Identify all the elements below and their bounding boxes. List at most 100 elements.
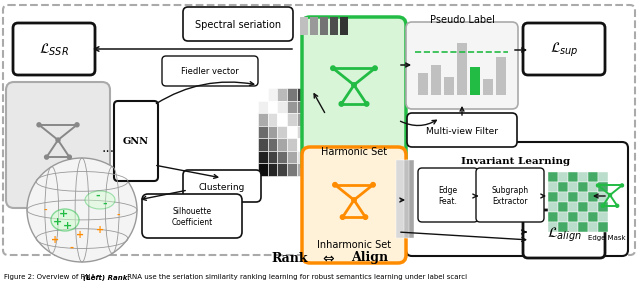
FancyBboxPatch shape <box>406 22 518 109</box>
Bar <box>568 192 578 202</box>
Bar <box>268 101 277 113</box>
Bar <box>258 164 268 176</box>
FancyBboxPatch shape <box>407 113 517 147</box>
Bar <box>307 101 316 113</box>
Text: +: + <box>58 209 68 219</box>
Text: -: - <box>96 191 100 201</box>
Bar <box>277 138 287 151</box>
Text: -: - <box>43 205 47 214</box>
Bar <box>431 65 441 95</box>
Text: Align: Align <box>351 251 388 264</box>
Bar <box>277 88 287 101</box>
Text: +: + <box>76 230 84 240</box>
Bar <box>578 172 588 182</box>
Circle shape <box>364 102 369 106</box>
Bar <box>258 88 268 101</box>
Bar <box>396 160 404 238</box>
Text: Inharmonic Set: Inharmonic Set <box>317 240 391 250</box>
Circle shape <box>352 83 356 87</box>
Bar <box>598 192 608 202</box>
Text: Harmonic Set: Harmonic Set <box>321 147 387 157</box>
Bar <box>496 57 506 95</box>
Ellipse shape <box>51 209 79 231</box>
Text: Fiedler vector: Fiedler vector <box>181 67 239 76</box>
Bar <box>268 126 277 138</box>
Ellipse shape <box>85 191 115 209</box>
Bar <box>330 17 338 35</box>
Bar <box>287 151 297 164</box>
Circle shape <box>56 138 60 142</box>
Circle shape <box>45 155 49 159</box>
Bar <box>316 101 326 113</box>
Bar <box>307 88 316 101</box>
Bar <box>578 212 588 222</box>
Text: +: + <box>96 225 104 235</box>
Circle shape <box>621 184 623 187</box>
Text: -: - <box>102 199 108 209</box>
FancyBboxPatch shape <box>523 210 605 258</box>
Text: ...: ... <box>101 141 115 155</box>
Bar <box>277 113 287 126</box>
Bar <box>307 151 316 164</box>
Bar <box>268 151 277 164</box>
Bar <box>457 43 467 95</box>
Bar <box>568 182 578 192</box>
Bar <box>470 67 480 95</box>
Text: +: + <box>51 235 59 245</box>
Text: Edge
Feat.: Edge Feat. <box>438 186 458 206</box>
Circle shape <box>333 183 337 187</box>
Bar <box>258 138 268 151</box>
Bar <box>268 138 277 151</box>
Bar <box>287 138 297 151</box>
Bar <box>578 192 588 202</box>
Bar <box>568 212 578 222</box>
Circle shape <box>339 102 344 106</box>
Bar <box>598 182 608 192</box>
Bar <box>598 222 608 232</box>
Text: +: + <box>53 217 63 227</box>
Circle shape <box>363 215 367 219</box>
Text: RNA use the seriation similarity ranking learning for robust semantics learning : RNA use the seriation similarity ranking… <box>125 274 467 280</box>
Bar <box>297 138 307 151</box>
Bar <box>287 113 297 126</box>
Bar <box>598 212 608 222</box>
Bar <box>598 172 608 182</box>
Circle shape <box>331 66 335 71</box>
Bar <box>548 222 558 232</box>
Text: Subgraph
Extractor: Subgraph Extractor <box>492 186 529 206</box>
Bar <box>297 164 307 176</box>
Circle shape <box>75 123 79 127</box>
Bar <box>548 172 558 182</box>
Bar <box>578 182 588 192</box>
Text: +: + <box>63 221 72 231</box>
Bar <box>277 151 287 164</box>
Bar <box>316 126 326 138</box>
FancyBboxPatch shape <box>6 82 110 208</box>
FancyBboxPatch shape <box>523 23 605 75</box>
Bar <box>558 192 568 202</box>
FancyBboxPatch shape <box>142 194 242 238</box>
Text: Invariant Learning: Invariant Learning <box>461 157 571 167</box>
Bar <box>268 164 277 176</box>
Bar <box>568 202 578 212</box>
Bar <box>307 164 316 176</box>
Bar <box>340 17 348 35</box>
Bar <box>268 113 277 126</box>
Text: GNN: GNN <box>123 137 149 146</box>
Text: Pseudo Label: Pseudo Label <box>429 15 495 25</box>
Bar <box>287 126 297 138</box>
Bar <box>406 160 414 238</box>
Bar <box>418 73 428 95</box>
Bar <box>316 138 326 151</box>
Bar <box>588 192 598 202</box>
Text: Edge Mask: Edge Mask <box>588 235 626 241</box>
Text: Multi-view Filter: Multi-view Filter <box>426 126 498 135</box>
Text: Clustering: Clustering <box>199 182 245 191</box>
Bar <box>598 202 608 212</box>
Bar <box>588 172 598 182</box>
FancyBboxPatch shape <box>13 23 95 75</box>
Bar <box>287 101 297 113</box>
Bar <box>287 88 297 101</box>
FancyBboxPatch shape <box>302 17 406 173</box>
Bar <box>297 101 307 113</box>
